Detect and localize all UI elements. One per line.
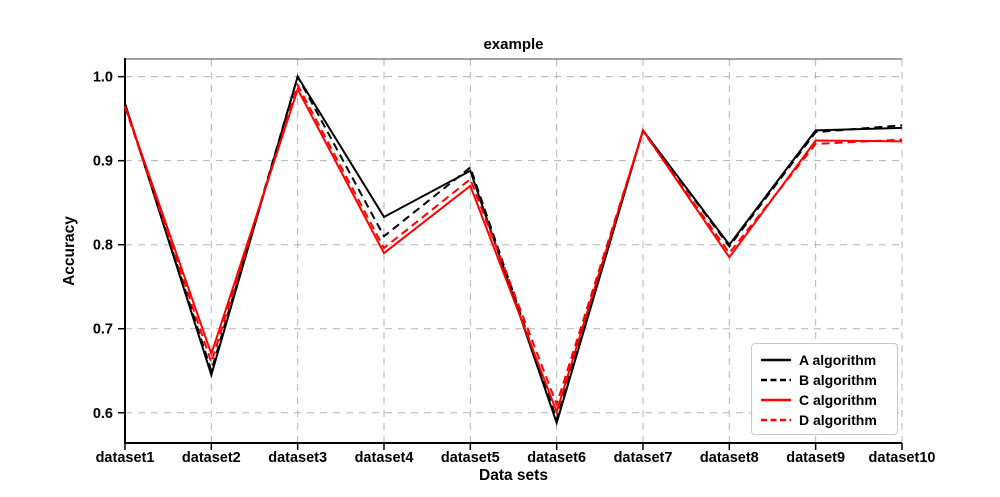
y-tick-label: 1.0 [93,70,113,86]
x-tick-label: dataset3 [268,450,327,466]
legend-line-sample [761,398,791,401]
legend-label: C algorithm [799,391,877,408]
legend-line-sample [761,418,791,421]
x-axis-label: Data sets [479,467,548,484]
x-tick-label: dataset8 [700,450,759,466]
y-axis-label: Accuracy [61,216,78,286]
legend: A algorithm B algorithm C algorithm D algor… [751,343,898,435]
legend-line-sample [761,358,791,361]
y-tick-label: 0.6 [93,406,113,422]
series-line-d [124,82,903,408]
x-tick-label: dataset4 [355,450,414,466]
legend-line-sample [761,378,791,381]
x-tick-label: dataset1 [96,450,155,466]
legend-item: B algorithm [761,370,889,389]
legend-label: B algorithm [799,371,877,388]
x-tick-label: dataset2 [182,450,241,466]
x-tick-label: dataset7 [614,450,673,466]
chart-title: example [483,36,544,53]
legend-item: A algorithm [761,350,889,369]
y-tick-label: 0.7 [93,322,113,338]
legend-item: D algorithm [761,410,889,429]
legend-label: A algorithm [799,351,877,368]
x-tick-label: dataset10 [869,450,936,466]
x-tick-label: dataset5 [441,450,500,466]
x-tick-label: dataset6 [527,450,586,466]
y-tick-label: 0.9 [93,154,113,170]
legend-item: C algorithm [761,390,889,409]
y-tick-label: 0.8 [93,238,113,254]
legend-label: D algorithm [799,411,877,428]
x-tick-label: dataset9 [786,450,845,466]
